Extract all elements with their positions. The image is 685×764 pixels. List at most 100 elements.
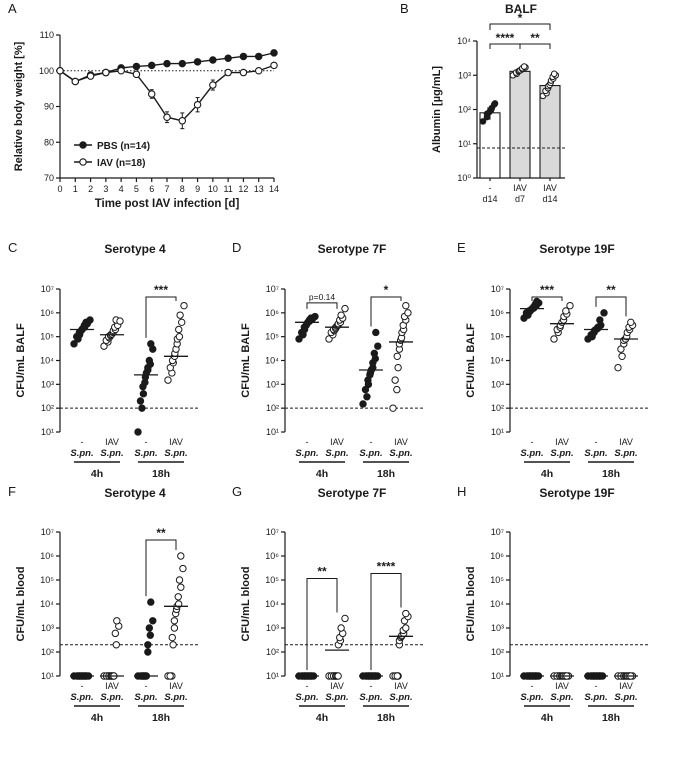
category-label-italic: S.pn. [325,692,348,703]
data-point [134,428,142,436]
category-label-italic: S.pn. [584,448,607,459]
tick-label-y: 10⁴ [490,599,504,609]
group-label: 18h [152,712,170,724]
legend-entry: PBS (n=14) [97,141,150,152]
panel-title: Serotype 19F [539,242,614,256]
data-point [149,617,157,625]
data-point [341,614,349,623]
group-label: 18h [152,468,170,480]
category-label: d14 [542,194,557,204]
tick-label-y: 10¹ [458,139,471,149]
significance-bracket [145,539,177,597]
data-point [363,393,371,401]
tick-label-x: 8 [180,184,185,194]
data-point [479,118,487,125]
tick-label-y: 10¹ [41,427,54,437]
data-point [147,90,156,98]
data-point [239,68,248,77]
significance-bracket [145,296,177,338]
category-label-italic: S.pn. [164,448,187,459]
group-label: 4h [316,468,328,480]
data-point [145,624,154,632]
category-label-italic: S.pn. [70,692,93,703]
tick-label-y: 10⁷ [491,527,504,537]
tick-label-y: 10⁶ [40,551,54,561]
category-label-italic: S.pn. [164,692,187,703]
tick-label-x: 12 [238,184,248,194]
category-label-italic: S.pn. [70,448,93,459]
data-point [359,400,367,408]
data-point [254,52,263,61]
category-label: IAV [394,437,408,447]
tick-label-y: 10² [266,403,279,413]
tick-label-y: 10¹ [491,427,504,437]
tick-label-y: 10² [458,105,471,115]
data-point [209,81,217,89]
tick-label-x: 2 [88,184,93,194]
category-label-italic: S.pn. [325,448,348,459]
data-point [402,624,410,632]
category-label-italic: S.pn. [550,448,573,459]
tick-label-y: 10² [266,647,279,657]
data-point [393,672,401,680]
data-point [562,307,570,315]
tick-label-y: 10⁵ [490,575,504,585]
category-label: - [370,437,373,447]
data-point [177,552,185,560]
data-point [178,318,186,327]
data-point [138,404,146,412]
tick-label-y: 10⁰ [457,173,471,183]
data-point [86,72,95,80]
category-label: - [595,437,598,447]
tick-label-y: 10⁵ [265,575,279,585]
group-label: 4h [541,468,553,480]
category-label: - [531,681,534,691]
legend-entry: IAV (n=18) [97,158,145,169]
data-point [178,59,187,68]
data-point [147,340,155,348]
category-label-italic: S.pn. [359,448,382,459]
panel-label-f: F [8,484,16,499]
data-point [370,349,379,358]
category-label: - [81,681,84,691]
tick-label-y: 10⁴ [40,599,54,609]
data-point [311,312,319,321]
tick-label-x: 1 [73,184,78,194]
category-label-italic: S.pn. [100,692,123,703]
data-point [116,317,124,325]
data-point [404,309,412,317]
data-point [146,631,155,639]
data-point [144,641,152,649]
tick-label-y: 10⁴ [265,599,279,609]
y-axis-label: Albumin [µg/mL] [431,66,443,153]
tick-label-y: 10⁴ [265,356,279,366]
significance-label: p=0.14 [309,292,336,302]
data-point [174,593,182,601]
tick-label-y: 10⁵ [40,575,54,585]
tick-label-y: 90 [44,102,54,112]
data-point [170,617,179,625]
category-label-italic: S.pn. [520,692,543,703]
data-point [393,385,401,394]
significance-label: **** [496,31,515,45]
data-point [614,363,622,372]
panel-title: Serotype 4 [104,242,166,256]
tick-label-y: 10¹ [41,671,54,681]
tick-label-y: 10³ [41,379,54,389]
data-point [566,301,574,310]
tick-label-y: 10³ [458,70,471,80]
tick-label-x: 0 [57,184,62,194]
tick-label-y: 110 [40,30,54,40]
data-point [177,583,185,591]
tick-label-y: 10⁷ [266,527,279,537]
data-point [175,332,184,341]
data-point [334,672,342,680]
category-label: IAV [169,437,183,447]
category-label: IAV [555,681,569,691]
data-point [402,301,410,310]
tick-label-y: 10¹ [491,671,504,681]
category-label: - [145,437,148,447]
tick-label-y: 10⁴ [40,356,54,366]
y-axis-label: CFU/mL blood [15,567,27,642]
data-point [117,67,125,75]
